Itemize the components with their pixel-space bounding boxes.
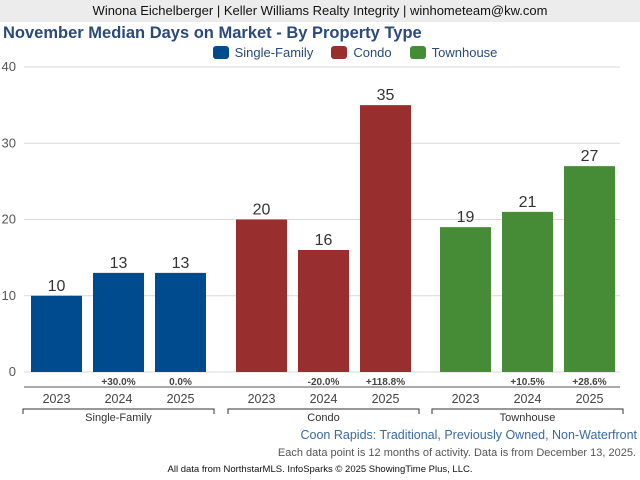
bar-condo-2024	[298, 250, 349, 372]
y-tick-label: 30	[2, 135, 16, 150]
data-label: 13	[172, 255, 190, 272]
legend-label: Condo	[353, 45, 392, 60]
data-label: 13	[110, 255, 128, 272]
x-tick-label: 2023	[452, 392, 480, 406]
legend-swatch-condo	[331, 46, 348, 59]
group-label: Condo	[307, 412, 339, 424]
bar-townhouse-2024	[502, 211, 553, 372]
legend-item-townhouse[interactable]: Townhouse	[409, 45, 498, 60]
x-tick-label: 2025	[372, 392, 400, 406]
bar-condo-2023	[236, 219, 287, 372]
data-label: 20	[253, 202, 271, 219]
y-tick-label: 10	[2, 288, 16, 303]
change-label: -20.0%	[308, 377, 340, 388]
chart-title: November Median Days on Market - By Prop…	[3, 24, 422, 42]
bar-condo-2025	[360, 105, 411, 372]
x-tick-label: 2025	[167, 392, 195, 406]
x-tick-label: 2024	[514, 392, 542, 406]
market-subtitle: Coon Rapids: Traditional, Previously Own…	[300, 428, 638, 442]
data-note: Each data point is 12 months of activity…	[277, 447, 636, 459]
change-label: +30.0%	[101, 377, 135, 388]
data-label: 21	[519, 194, 537, 211]
change-label: +118.8%	[366, 377, 405, 388]
change-label: +10.5%	[510, 377, 544, 388]
data-label: 19	[457, 209, 475, 226]
legend-label: Single-Family	[234, 45, 314, 60]
bar-townhouse-2025	[564, 166, 615, 372]
data-label: 10	[48, 278, 66, 295]
group-label: Single-Family	[85, 412, 152, 424]
group-label: Townhouse	[500, 412, 556, 424]
change-label: 0.0%	[169, 377, 192, 388]
data-label: 35	[377, 87, 395, 104]
group-bracket	[22, 408, 215, 414]
y-tick-label: 20	[2, 212, 16, 227]
legend-label: Townhouse	[431, 45, 498, 60]
data-credit: All data from NorthstarMLS. InfoSparks ©…	[167, 464, 473, 475]
x-tick-label: 2025	[576, 392, 604, 406]
legend-swatch-townhouse	[409, 46, 426, 59]
bar-single-family-2024	[93, 272, 144, 372]
legend-item-single-family[interactable]: Single-Family	[212, 45, 314, 60]
y-tick-label: 0	[9, 364, 16, 379]
group-bracket	[431, 408, 624, 414]
x-tick-label: 2024	[310, 392, 338, 406]
x-tick-label: 2023	[43, 392, 71, 406]
data-label: 16	[315, 232, 333, 249]
legend-swatch-single-family	[212, 46, 229, 59]
bar-single-family-2025	[155, 272, 206, 372]
agent-info-bar: Winona Eichelberger | Keller Williams Re…	[0, 0, 640, 22]
y-tick-label: 40	[2, 59, 16, 74]
legend-item-condo[interactable]: Condo	[331, 45, 392, 60]
bar-townhouse-2023	[440, 227, 491, 372]
change-label: +28.6%	[572, 377, 606, 388]
x-tick-label: 2024	[105, 392, 133, 406]
x-tick-label: 2023	[248, 392, 276, 406]
bar-single-family-2023	[31, 295, 82, 372]
data-label: 27	[581, 148, 599, 165]
chart-legend: Single-Family Condo Townhouse	[0, 45, 640, 60]
group-bracket	[227, 408, 420, 414]
